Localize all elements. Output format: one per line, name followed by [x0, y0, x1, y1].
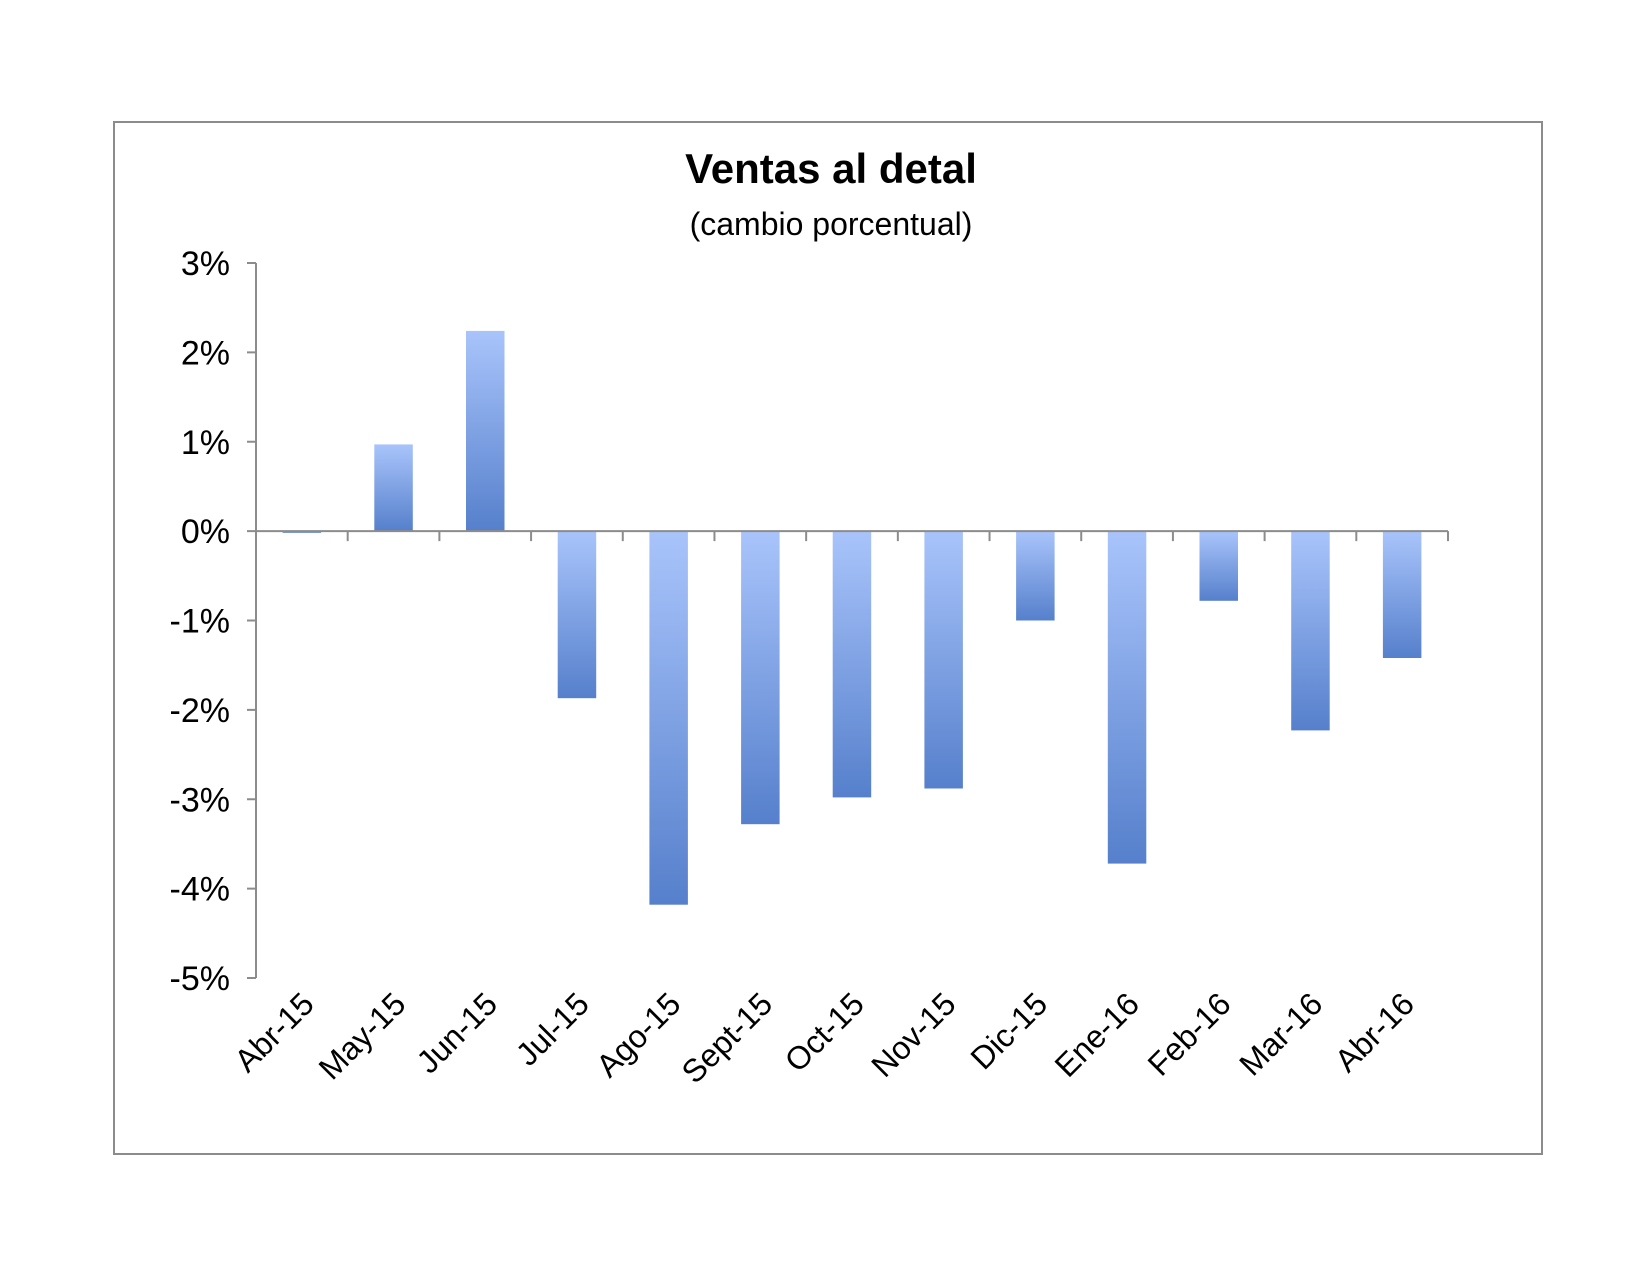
y-tick-label: 0% — [181, 513, 230, 551]
x-tick-label: Ene-16 — [1048, 985, 1146, 1083]
x-tick-label: Mar-16 — [1232, 985, 1329, 1082]
bar-nov-15 — [924, 531, 963, 789]
bar-mar-16 — [1291, 531, 1330, 731]
bar-oct-15 — [832, 531, 872, 798]
y-tick-label: 2% — [181, 334, 230, 372]
x-tick-label: Sept-15 — [675, 985, 780, 1090]
y-tick-label: -3% — [170, 781, 230, 819]
x-tick-label: Jun-15 — [410, 985, 505, 1080]
x-tick-label: Abr-16 — [1328, 985, 1421, 1078]
x-tick-label: Ago-15 — [589, 985, 687, 1083]
y-tick-label: 3% — [181, 245, 230, 283]
plot-area: 3% 2% 1% 0% -1% -2% -3% -4% -5%Abr-15May-15Jun-1… — [170, 245, 1449, 1090]
bar-jul-15 — [557, 531, 597, 699]
chart-title: Ventas al detal — [685, 145, 977, 192]
y-tick-label: -5% — [170, 960, 230, 998]
y-tick-label: -4% — [170, 871, 230, 909]
chart-frame: Ventas al detal (cambio porcentual) 3% 2%… — [113, 121, 1543, 1155]
x-tick-label: Abr-15 — [227, 985, 320, 1078]
bar-jun-15 — [466, 330, 505, 532]
chart-svg: Ventas al detal (cambio porcentual) 3% 2%… — [170, 145, 1449, 1090]
bar-ene-16 — [1107, 531, 1147, 864]
y-tick-label: 1% — [181, 424, 230, 462]
x-tick-label: Dic-15 — [963, 985, 1054, 1076]
bar-sept-15 — [741, 531, 780, 825]
x-tick-label: Jul-15 — [509, 985, 596, 1072]
x-tick-label: Oct-15 — [778, 985, 871, 1078]
bar-feb-16 — [1199, 531, 1238, 601]
chart-subtitle: (cambio porcentual) — [690, 206, 973, 242]
bar-dic-15 — [1016, 531, 1055, 621]
x-tick-label: Nov-15 — [864, 985, 962, 1083]
y-tick-label: -1% — [170, 603, 230, 641]
bar-ago-15 — [649, 531, 688, 905]
y-tick-label: -2% — [170, 692, 230, 730]
x-tick-label: May-15 — [312, 985, 413, 1086]
bar-may-15 — [374, 444, 413, 532]
bar-abr-16 — [1382, 531, 1422, 658]
x-tick-label: Feb-16 — [1141, 985, 1238, 1082]
